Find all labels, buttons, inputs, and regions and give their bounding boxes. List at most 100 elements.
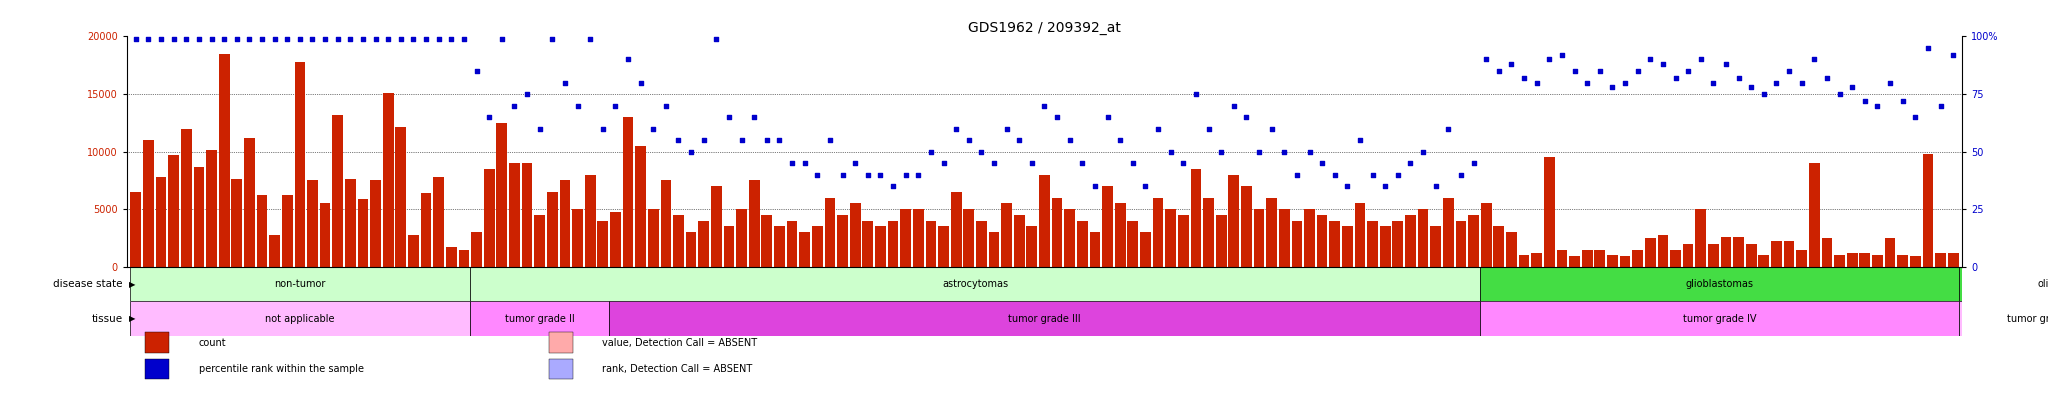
Text: glioblastomas: glioblastomas <box>1686 279 1753 289</box>
Bar <box>750 180 760 267</box>
Bar <box>1368 221 1378 267</box>
Point <box>1319 171 1352 178</box>
Text: ▶: ▶ <box>129 314 135 323</box>
Point <box>1356 171 1389 178</box>
Bar <box>1720 237 1731 267</box>
Bar <box>1896 255 1909 267</box>
Bar <box>459 249 469 267</box>
Point <box>713 114 745 120</box>
Bar <box>1708 244 1718 267</box>
Bar <box>1493 226 1503 267</box>
Bar <box>1608 255 1618 267</box>
Bar <box>989 232 999 267</box>
Point <box>1167 160 1200 166</box>
Point <box>1911 45 1944 51</box>
Text: tumor grade IV: tumor grade IV <box>1683 313 1757 324</box>
Point <box>1004 137 1036 143</box>
Point <box>1925 102 1958 109</box>
Point <box>485 36 518 42</box>
Bar <box>647 209 659 267</box>
Bar <box>623 117 633 267</box>
Bar <box>1669 249 1681 267</box>
Point <box>840 160 872 166</box>
Bar <box>1202 198 1214 267</box>
Point <box>1128 183 1161 190</box>
Point <box>776 160 809 166</box>
Point <box>1735 84 1767 90</box>
Point <box>1671 68 1704 74</box>
Point <box>1307 160 1339 166</box>
Point <box>1810 75 1843 81</box>
Bar <box>1038 175 1051 267</box>
Point <box>221 36 254 42</box>
Point <box>586 126 618 132</box>
Bar <box>143 140 154 267</box>
Point <box>1079 183 1112 190</box>
Point <box>397 36 430 42</box>
Point <box>825 171 858 178</box>
Bar <box>535 215 545 267</box>
Bar <box>1430 226 1442 267</box>
Point <box>510 91 543 97</box>
Bar <box>1821 238 1833 267</box>
Point <box>1532 56 1565 63</box>
Bar <box>131 192 141 267</box>
Bar <box>446 247 457 267</box>
Bar <box>319 203 330 267</box>
Bar <box>1253 209 1264 267</box>
Point <box>725 137 758 143</box>
Bar <box>1292 221 1303 267</box>
Bar <box>1354 203 1366 267</box>
Bar <box>1784 241 1794 267</box>
Point <box>612 56 645 63</box>
Point <box>801 171 834 178</box>
Point <box>373 36 406 42</box>
Point <box>434 36 467 42</box>
Bar <box>244 138 254 267</box>
Bar <box>219 54 229 267</box>
Point <box>1874 79 1907 86</box>
Bar <box>1948 253 1958 267</box>
Bar <box>1772 241 1782 267</box>
Point <box>1104 137 1137 143</box>
Bar <box>1217 215 1227 267</box>
Bar <box>434 177 444 267</box>
Point <box>1458 160 1491 166</box>
Point <box>258 36 291 42</box>
Point <box>1849 98 1882 104</box>
Bar <box>1505 232 1518 267</box>
Point <box>1065 160 1098 166</box>
Point <box>1786 79 1819 86</box>
Point <box>334 36 367 42</box>
Bar <box>1696 209 1706 267</box>
Bar <box>1581 249 1593 267</box>
Bar <box>1178 215 1188 267</box>
Point <box>688 137 721 143</box>
Point <box>977 160 1010 166</box>
Point <box>1016 160 1049 166</box>
Point <box>1683 56 1716 63</box>
Point <box>1395 160 1427 166</box>
Bar <box>938 226 948 267</box>
Bar <box>1481 301 1960 336</box>
Point <box>1647 61 1679 67</box>
Bar <box>1847 253 1858 267</box>
Point <box>1382 171 1415 178</box>
Bar <box>874 226 887 267</box>
Point <box>788 160 821 166</box>
Point <box>1141 126 1174 132</box>
Bar <box>1114 203 1126 267</box>
Bar <box>1001 203 1012 267</box>
Point <box>1862 102 1894 109</box>
Bar <box>1960 267 2048 301</box>
Point <box>1243 148 1276 155</box>
Bar <box>145 333 170 353</box>
Text: not applicable: not applicable <box>264 313 334 324</box>
Bar <box>686 232 696 267</box>
Bar <box>1065 209 1075 267</box>
Text: rank, Detection Call = ABSENT: rank, Detection Call = ABSENT <box>602 364 752 374</box>
Bar <box>307 180 317 267</box>
Point <box>1204 148 1237 155</box>
Bar <box>887 221 899 267</box>
Bar <box>901 209 911 267</box>
